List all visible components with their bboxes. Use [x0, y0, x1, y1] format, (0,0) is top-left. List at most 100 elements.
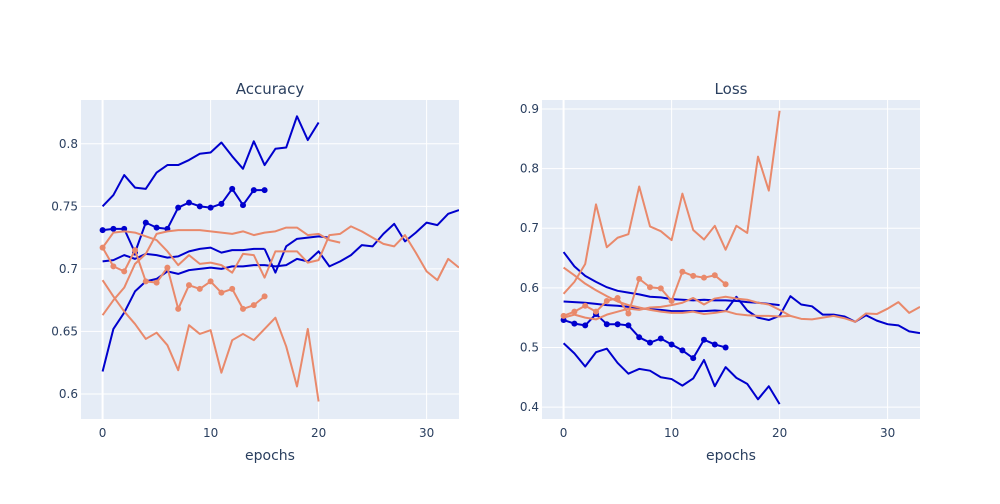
accuracy-x-tick-label: 30 [419, 426, 434, 440]
loss-series-1-point [690, 355, 697, 362]
accuracy-y-tick-label: 0.8 [59, 137, 78, 151]
loss-plot-area [542, 100, 920, 419]
loss-series-5-point [593, 308, 599, 315]
accuracy-series-5-line [101, 279, 320, 402]
loss-series-1-point [582, 322, 589, 329]
loss-series-1-point [625, 322, 632, 329]
accuracy-series-6-line [101, 247, 266, 310]
loss-series-5-point [636, 275, 643, 282]
accuracy-series-6-point [207, 278, 214, 285]
accuracy-panel: 0.6 0.65 0.7 0.75 0.8 0 10 20 30 Accuracy epochs [51, 80, 459, 464]
accuracy-series-6-point [218, 289, 225, 296]
accuracy-series-6-point [110, 263, 117, 270]
accuracy-series-1-line [102, 187, 265, 254]
accuracy-x-axis-label: epochs [245, 448, 295, 464]
loss-series-5-point [668, 297, 675, 304]
accuracy-series-1-point [229, 185, 236, 192]
accuracy-series-1-point [121, 225, 128, 232]
loss-y-tick-label: 0.8 [520, 162, 539, 176]
loss-y-tick-label: 0.6 [520, 281, 539, 295]
loss-series-5-point [657, 285, 664, 292]
accuracy-series-6-point [261, 293, 268, 300]
loss-y-tick-label: 0.7 [520, 221, 539, 235]
accuracy-series-7-line [101, 226, 341, 316]
accuracy-x-tick-label: 10 [203, 426, 218, 440]
accuracy-series-6-point [121, 268, 128, 275]
loss-series-1-point [560, 317, 567, 324]
loss-x-tick-label: 10 [664, 426, 679, 440]
accuracy-series-1-point [196, 203, 203, 210]
accuracy-series-1-point [261, 187, 268, 194]
accuracy-series-1-point [240, 202, 246, 209]
loss-series-5-point [722, 281, 729, 288]
accuracy-series-1-point [153, 224, 160, 231]
accuracy-series-6-point [196, 285, 203, 292]
accuracy-series-1-point [250, 187, 257, 194]
accuracy-title: Accuracy [236, 80, 305, 98]
loss-series-5-point [701, 274, 707, 281]
accuracy-series-1-point [99, 227, 106, 234]
accuracy-series-2-line [102, 246, 265, 263]
loss-series-7-line [563, 295, 920, 323]
loss-panel: 0.4 0.5 0.6 0.7 0.8 0.9 0 10 20 30 Loss epochs [520, 80, 920, 464]
accuracy-series-6-point [240, 305, 246, 312]
accuracy-y-tick-label: 0.75 [51, 199, 78, 213]
accuracy-y-tick-label: 0.6 [59, 387, 78, 401]
loss-x-axis-label: epochs [706, 448, 756, 464]
accuracy-series-6-point [250, 302, 257, 309]
loss-series-0-line [562, 342, 781, 405]
accuracy-series-1-point [142, 219, 149, 226]
loss-series-5-point [614, 294, 621, 301]
loss-series-1-point [668, 341, 675, 348]
accuracy-series-1-point [218, 200, 225, 207]
loss-series-1-point [636, 334, 643, 341]
loss-series-1-point [603, 321, 610, 328]
accuracy-x-tick-label: 20 [311, 426, 326, 440]
loss-series-5-point [582, 302, 589, 309]
loss-y-tick-label: 0.9 [520, 102, 539, 116]
accuracy-series-1-point [186, 199, 192, 206]
accuracy-y-tick-label: 0.7 [59, 262, 78, 276]
loss-series-1-point [571, 320, 578, 327]
loss-series-5-point [679, 268, 686, 275]
loss-title: Loss [715, 80, 748, 98]
loss-series-5-point [603, 297, 610, 304]
accuracy-series-1-point [175, 204, 182, 211]
loss-series-1-point [657, 335, 664, 342]
accuracy-series-6-point [153, 279, 160, 286]
loss-series-1-point [711, 341, 718, 348]
loss-series-5-point [711, 272, 718, 279]
accuracy-series-6-point [229, 285, 236, 292]
accuracy-series-1-point [110, 225, 117, 232]
loss-series-5-point [647, 284, 653, 291]
loss-series-1-point [647, 339, 653, 346]
loss-series-1-point [614, 321, 621, 328]
loss-series-4-line [562, 110, 781, 295]
accuracy-series-6-point [164, 264, 171, 271]
loss-series-group [560, 110, 920, 405]
accuracy-series-6-point [132, 247, 138, 254]
accuracy-series-0-line [101, 115, 320, 208]
accuracy-series-1-point [207, 204, 214, 211]
loss-y-tick-label: 0.5 [520, 340, 539, 354]
accuracy-series-8-line [101, 225, 459, 282]
accuracy-series-group [99, 115, 459, 402]
accuracy-series-6-point [186, 282, 192, 289]
loss-series-1-point [679, 347, 686, 354]
accuracy-series-6-point [175, 305, 182, 312]
loss-series-1-point [722, 344, 729, 351]
loss-series-6-line [563, 266, 791, 318]
loss-series-1-point [701, 336, 707, 343]
loss-series-5-point [571, 308, 578, 315]
accuracy-x-tick-label: 0 [99, 426, 107, 440]
accuracy-y-tick-label: 0.65 [51, 324, 78, 338]
loss-y-tick-label: 0.4 [520, 400, 539, 414]
accuracy-series-4-line [263, 235, 330, 274]
loss-series-5-line [563, 270, 727, 317]
loss-x-tick-label: 20 [772, 426, 787, 440]
loss-x-tick-label: 30 [880, 426, 895, 440]
loss-series-1-line [563, 313, 726, 360]
loss-series-5-point [625, 310, 632, 317]
